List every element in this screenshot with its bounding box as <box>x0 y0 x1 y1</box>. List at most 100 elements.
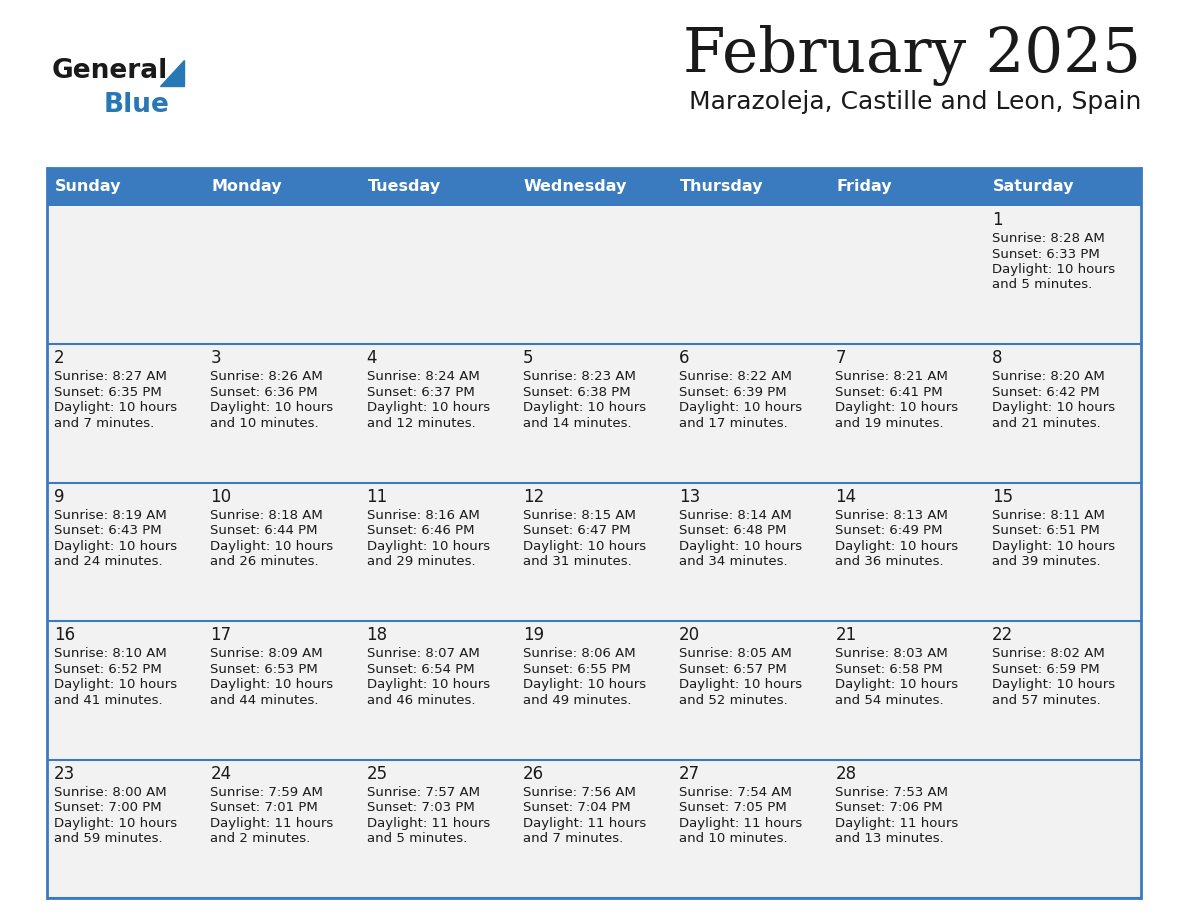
Text: Sunrise: 7:59 AM: Sunrise: 7:59 AM <box>210 786 323 799</box>
Text: 4: 4 <box>367 350 377 367</box>
Text: Sunrise: 8:14 AM: Sunrise: 8:14 AM <box>680 509 792 521</box>
Text: 5: 5 <box>523 350 533 367</box>
Text: Sunset: 6:55 PM: Sunset: 6:55 PM <box>523 663 631 676</box>
Text: Sunset: 6:53 PM: Sunset: 6:53 PM <box>210 663 318 676</box>
Text: and 17 minutes.: and 17 minutes. <box>680 417 788 430</box>
Text: Sunrise: 8:19 AM: Sunrise: 8:19 AM <box>53 509 166 521</box>
Text: Sunset: 7:00 PM: Sunset: 7:00 PM <box>53 801 162 814</box>
Text: and 13 minutes.: and 13 minutes. <box>835 832 944 845</box>
Bar <box>48 621 1140 759</box>
Text: Sunset: 6:42 PM: Sunset: 6:42 PM <box>992 386 1099 399</box>
Text: Daylight: 10 hours: Daylight: 10 hours <box>210 678 334 691</box>
Text: Sunset: 7:05 PM: Sunset: 7:05 PM <box>680 801 786 814</box>
Text: and 5 minutes.: and 5 minutes. <box>367 832 467 845</box>
Text: Daylight: 10 hours: Daylight: 10 hours <box>992 401 1114 414</box>
Text: 7: 7 <box>835 350 846 367</box>
Text: Sunset: 6:47 PM: Sunset: 6:47 PM <box>523 524 631 537</box>
Text: 17: 17 <box>210 626 232 644</box>
Text: and 44 minutes.: and 44 minutes. <box>210 694 318 707</box>
Text: and 12 minutes.: and 12 minutes. <box>367 417 475 430</box>
Bar <box>48 483 1140 621</box>
Text: 3: 3 <box>210 350 221 367</box>
Text: Sunset: 6:51 PM: Sunset: 6:51 PM <box>992 524 1099 537</box>
Text: Sunrise: 8:22 AM: Sunrise: 8:22 AM <box>680 370 792 384</box>
Text: 23: 23 <box>53 765 75 783</box>
Text: Daylight: 10 hours: Daylight: 10 hours <box>210 401 334 414</box>
Text: Daylight: 10 hours: Daylight: 10 hours <box>992 540 1114 553</box>
Text: Daylight: 10 hours: Daylight: 10 hours <box>210 540 334 553</box>
Text: Friday: Friday <box>836 180 892 195</box>
Text: 27: 27 <box>680 765 700 783</box>
Text: 8: 8 <box>992 350 1003 367</box>
Text: Daylight: 10 hours: Daylight: 10 hours <box>680 401 802 414</box>
Text: Monday: Monday <box>211 180 282 195</box>
Text: Sunrise: 8:18 AM: Sunrise: 8:18 AM <box>210 509 323 521</box>
Text: Daylight: 10 hours: Daylight: 10 hours <box>992 263 1114 276</box>
Text: and 36 minutes.: and 36 minutes. <box>835 555 944 568</box>
Text: 9: 9 <box>53 487 64 506</box>
Text: Sunset: 7:04 PM: Sunset: 7:04 PM <box>523 801 631 814</box>
Text: Daylight: 10 hours: Daylight: 10 hours <box>523 678 646 691</box>
Bar <box>48 759 1140 898</box>
Text: Sunset: 6:46 PM: Sunset: 6:46 PM <box>367 524 474 537</box>
Bar <box>48 344 1140 483</box>
Text: Blue: Blue <box>105 92 170 118</box>
Text: General: General <box>52 58 169 84</box>
Text: Sunrise: 8:16 AM: Sunrise: 8:16 AM <box>367 509 479 521</box>
Text: Sunrise: 8:15 AM: Sunrise: 8:15 AM <box>523 509 636 521</box>
Text: Sunset: 6:37 PM: Sunset: 6:37 PM <box>367 386 474 399</box>
Text: Sunset: 6:35 PM: Sunset: 6:35 PM <box>53 386 162 399</box>
Text: Sunrise: 8:13 AM: Sunrise: 8:13 AM <box>835 509 948 521</box>
Text: Wednesday: Wednesday <box>524 180 627 195</box>
Text: Sunset: 6:33 PM: Sunset: 6:33 PM <box>992 248 1099 261</box>
Text: and 41 minutes.: and 41 minutes. <box>53 694 163 707</box>
Text: Sunrise: 7:56 AM: Sunrise: 7:56 AM <box>523 786 636 799</box>
Text: 18: 18 <box>367 626 387 644</box>
Text: Daylight: 10 hours: Daylight: 10 hours <box>367 678 489 691</box>
Text: Daylight: 11 hours: Daylight: 11 hours <box>367 817 489 830</box>
Text: Sunset: 6:59 PM: Sunset: 6:59 PM <box>992 663 1099 676</box>
Text: 1: 1 <box>992 211 1003 229</box>
Text: Daylight: 10 hours: Daylight: 10 hours <box>523 540 646 553</box>
Text: Sunrise: 8:10 AM: Sunrise: 8:10 AM <box>53 647 166 660</box>
Text: Daylight: 11 hours: Daylight: 11 hours <box>680 817 802 830</box>
Polygon shape <box>160 60 184 86</box>
Text: Sunrise: 8:11 AM: Sunrise: 8:11 AM <box>992 509 1105 521</box>
Text: Sunrise: 8:07 AM: Sunrise: 8:07 AM <box>367 647 479 660</box>
Text: and 49 minutes.: and 49 minutes. <box>523 694 631 707</box>
Text: 21: 21 <box>835 626 857 644</box>
Text: Sunset: 6:38 PM: Sunset: 6:38 PM <box>523 386 631 399</box>
Text: Sunset: 6:36 PM: Sunset: 6:36 PM <box>210 386 318 399</box>
Text: and 39 minutes.: and 39 minutes. <box>992 555 1100 568</box>
Text: 11: 11 <box>367 487 387 506</box>
Text: Saturday: Saturday <box>993 180 1074 195</box>
Text: Sunset: 7:01 PM: Sunset: 7:01 PM <box>210 801 318 814</box>
Text: Sunrise: 7:54 AM: Sunrise: 7:54 AM <box>680 786 792 799</box>
Text: and 54 minutes.: and 54 minutes. <box>835 694 944 707</box>
Text: and 24 minutes.: and 24 minutes. <box>53 555 163 568</box>
Text: Sunset: 6:44 PM: Sunset: 6:44 PM <box>210 524 317 537</box>
Text: Sunrise: 8:03 AM: Sunrise: 8:03 AM <box>835 647 948 660</box>
Text: and 52 minutes.: and 52 minutes. <box>680 694 788 707</box>
Text: Daylight: 11 hours: Daylight: 11 hours <box>835 817 959 830</box>
Text: Sunrise: 8:26 AM: Sunrise: 8:26 AM <box>210 370 323 384</box>
Text: 10: 10 <box>210 487 232 506</box>
Text: 16: 16 <box>53 626 75 644</box>
Text: and 57 minutes.: and 57 minutes. <box>992 694 1100 707</box>
Text: Daylight: 10 hours: Daylight: 10 hours <box>835 678 959 691</box>
Text: and 10 minutes.: and 10 minutes. <box>210 417 318 430</box>
Text: Sunset: 6:58 PM: Sunset: 6:58 PM <box>835 663 943 676</box>
Text: and 10 minutes.: and 10 minutes. <box>680 832 788 845</box>
Text: Sunrise: 8:06 AM: Sunrise: 8:06 AM <box>523 647 636 660</box>
Text: Daylight: 10 hours: Daylight: 10 hours <box>835 540 959 553</box>
Text: Daylight: 10 hours: Daylight: 10 hours <box>367 540 489 553</box>
Text: Daylight: 10 hours: Daylight: 10 hours <box>992 678 1114 691</box>
Text: 14: 14 <box>835 487 857 506</box>
Text: Daylight: 10 hours: Daylight: 10 hours <box>53 817 177 830</box>
Text: and 29 minutes.: and 29 minutes. <box>367 555 475 568</box>
Text: 28: 28 <box>835 765 857 783</box>
Text: Sunrise: 8:02 AM: Sunrise: 8:02 AM <box>992 647 1105 660</box>
Text: Daylight: 10 hours: Daylight: 10 hours <box>835 401 959 414</box>
Text: 20: 20 <box>680 626 700 644</box>
Text: and 19 minutes.: and 19 minutes. <box>835 417 944 430</box>
